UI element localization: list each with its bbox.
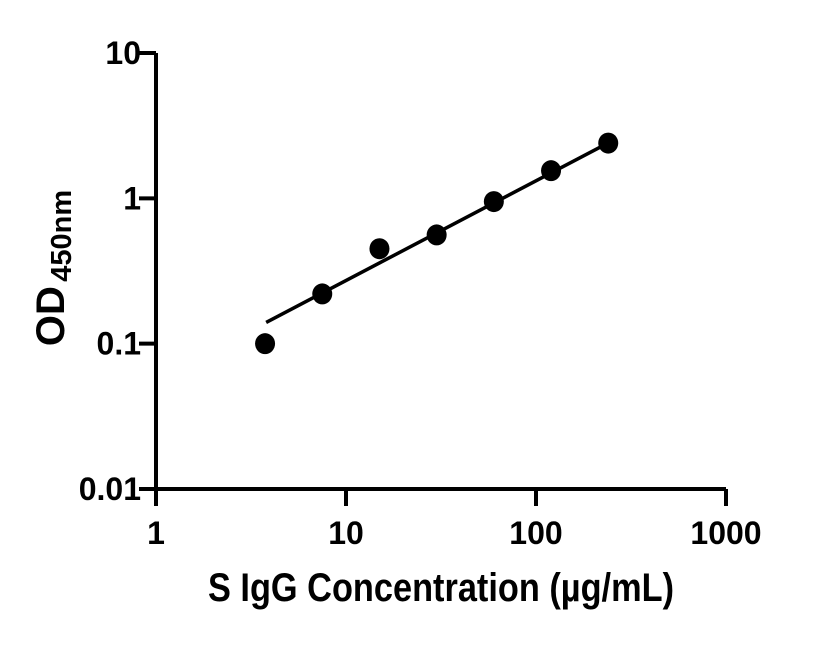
y-axis-title: OD 450nm <box>29 190 78 346</box>
x-tick-label: 1 <box>147 515 165 551</box>
y-axis-title-main: OD <box>29 286 73 346</box>
data-layer <box>255 132 619 355</box>
data-point <box>426 224 447 246</box>
y-tick-label: 0.1 <box>97 326 141 362</box>
y-axis-title-subscript: 450nm <box>46 190 78 282</box>
y-tick-label: 0.01 <box>79 471 141 507</box>
data-point <box>483 191 504 213</box>
data-point <box>312 283 333 305</box>
x-tick-label: 100 <box>509 515 562 551</box>
data-point <box>369 238 390 260</box>
data-point <box>541 160 562 182</box>
y-tick-label: 1 <box>123 180 141 216</box>
x-axis-title: S IgG Concentration (µg/mL) <box>208 566 674 610</box>
x-tick-label: 1000 <box>690 515 761 551</box>
x-tick-label: 10 <box>328 515 364 551</box>
data-point <box>255 333 276 355</box>
axes-layer: 1 10 100 1000 10 1 0.1 0.01 <box>79 35 762 551</box>
data-point <box>598 132 619 154</box>
y-tick-label: 10 <box>105 35 141 71</box>
